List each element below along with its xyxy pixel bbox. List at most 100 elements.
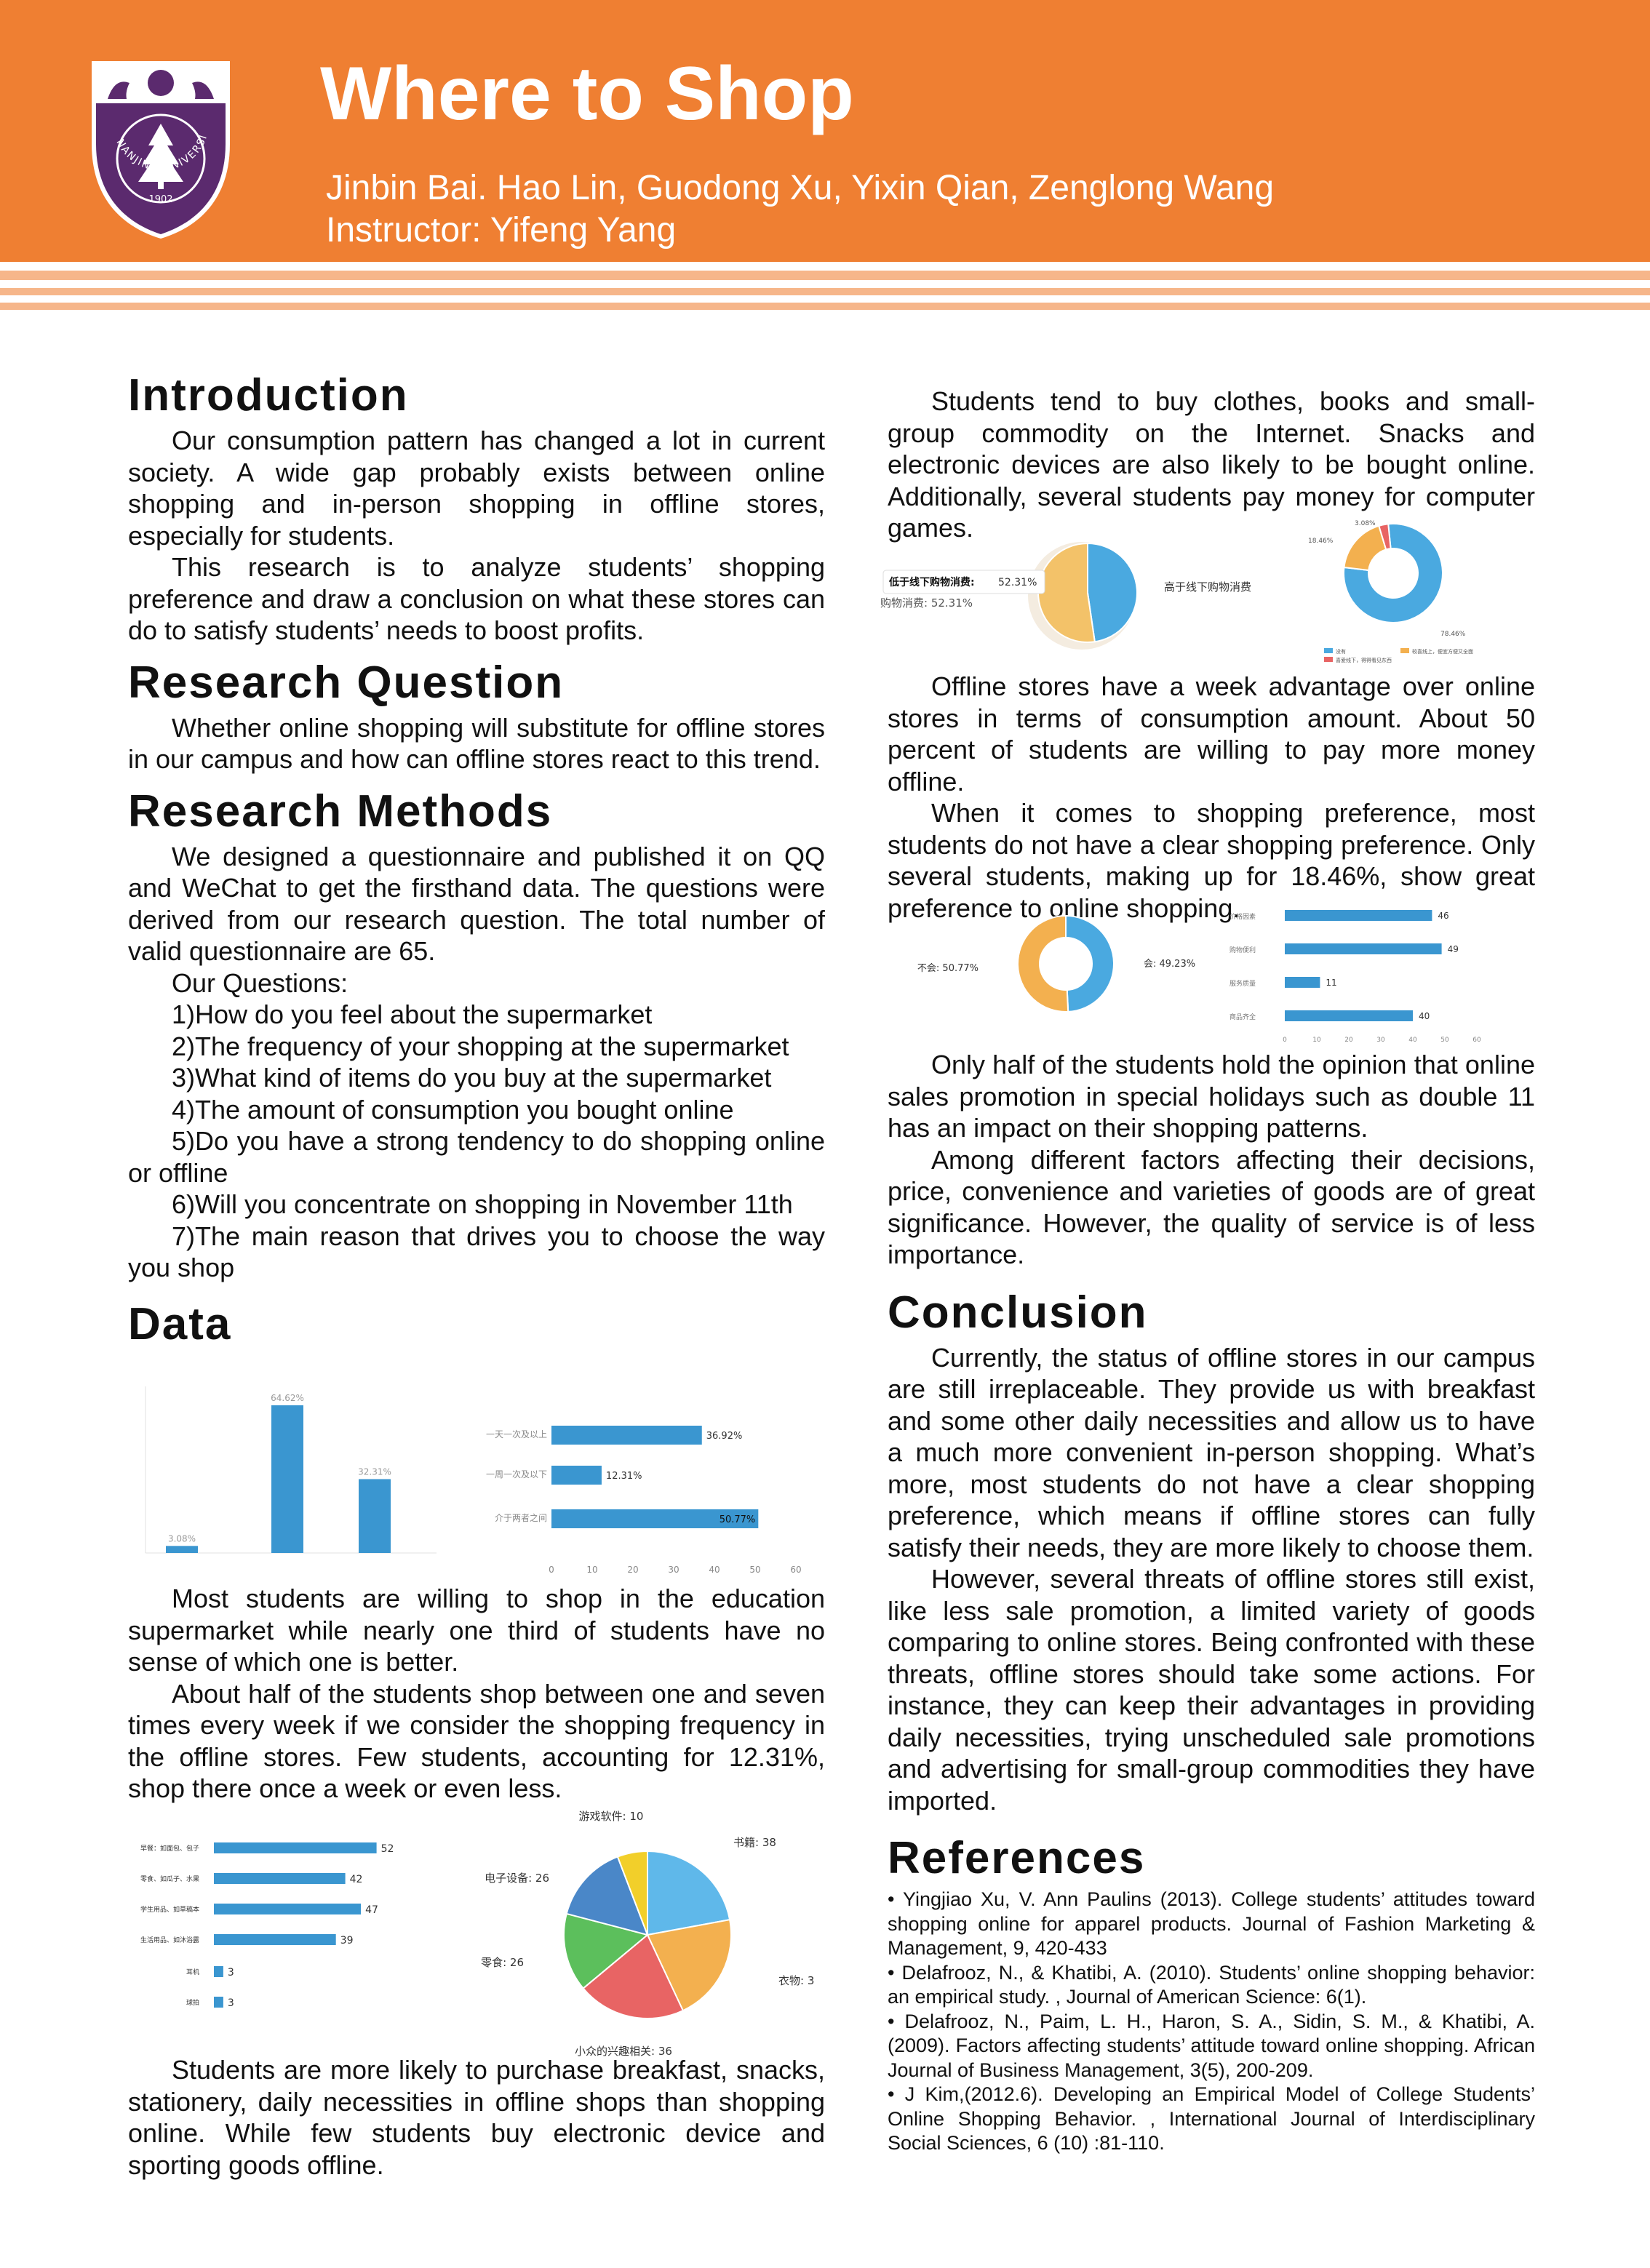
tooltip-box — [882, 570, 1045, 594]
category-label: 一天一次及以上 — [486, 1429, 547, 1440]
bar — [551, 1426, 702, 1445]
bar — [214, 1842, 377, 1853]
pie-value-label: 78.46% — [1440, 631, 1466, 638]
tick-label: 60 — [1472, 1037, 1481, 1044]
pie-label: 不会: 50.77% — [917, 963, 979, 974]
research-methods-heading: Research Methods — [128, 786, 553, 836]
pie-slice — [563, 1912, 650, 1989]
intro-paragraph: Our consumption pattern has changed a lo… — [128, 426, 825, 551]
pie-slice — [1037, 542, 1096, 643]
data-heading: Data — [128, 1298, 232, 1349]
data-paragraph: Students are more likely to purchase bre… — [128, 2055, 825, 2180]
bar-value-label: 3 — [228, 1967, 234, 1978]
frequency-bar-chart: 一天一次及以上 36.92% 一周一次及以下 12.31% 介于两者之间 50.77% 0 1… — [486, 1426, 802, 1575]
bar — [166, 1546, 198, 1553]
category-label: 服务质量 — [1229, 979, 1256, 988]
references-heading: References — [888, 1833, 1146, 1883]
pie-slice — [646, 1918, 732, 2012]
category-label: 零食、如瓜子、水果 — [140, 1874, 199, 1883]
factors-bar-chart: 价格因素 46 购物便利 49 服务质量 11 商品齐全 40 0 10 20 30 40 50 60 — [1229, 910, 1481, 1044]
tick-label: 60 — [790, 1565, 801, 1575]
research-question-paragraph: Whether online shopping will substitute … — [128, 712, 825, 775]
pie-label: 会: 49.23% — [1144, 959, 1195, 970]
tick-label: 10 — [586, 1565, 597, 1575]
category-label: 早餐：如面包、包子 — [140, 1844, 199, 1853]
category-label: 购物便利 — [1229, 946, 1256, 954]
right-paragraph: Students tend to buy clothes, books and … — [888, 386, 1535, 543]
bar-value-label: 64.62% — [271, 1393, 304, 1403]
header-stripe — [0, 273, 1650, 280]
university-logo: 1902 NANJING UNIVERSITY — [86, 57, 230, 239]
bar-value-label: 40 — [1419, 1011, 1430, 1021]
tick-label: 0 — [1283, 1037, 1287, 1044]
data-paragraph: About half of the students shop between … — [128, 1678, 825, 1804]
bar — [214, 1997, 223, 2008]
references-list: • Yingjiao Xu, V. Ann Paulins (2013). Co… — [888, 1888, 1535, 2156]
right-paragraph: Offline stores have a week advantage ove… — [888, 671, 1535, 796]
bar-value-label: 3 — [228, 1997, 234, 2009]
pie-label: 书籍: 38 — [733, 1836, 776, 1849]
left-column-top: Introduction Our consumption pattern has… — [128, 367, 825, 1354]
pie-value-label: 3.08% — [1355, 520, 1376, 527]
pie-slice — [1087, 542, 1138, 643]
bar-value-label: 52 — [381, 1843, 394, 1855]
bar-value-label: 32.31% — [358, 1466, 391, 1477]
bar — [551, 1509, 759, 1528]
pie-label: 购物消费: 52.31% — [880, 596, 973, 610]
category-label: 学生用品、如草稿本 — [140, 1905, 199, 1914]
tick-label: 30 — [668, 1565, 679, 1575]
legend-swatch — [1324, 657, 1333, 662]
bar — [551, 1466, 602, 1485]
legend-swatch — [1324, 648, 1333, 653]
legend-label: 较喜线上，便宜方便又全面 — [1412, 648, 1473, 655]
bar-value-label: 47 — [365, 1904, 378, 1916]
question-item: 6)Will you concentrate on shopping in No… — [172, 1189, 793, 1219]
svg-text:1902: 1902 — [148, 194, 172, 205]
intro-heading: Introduction — [128, 370, 409, 420]
pie-label: 小众的兴趣相关: 36 — [575, 2045, 672, 2058]
pie-slice — [565, 1856, 649, 1936]
category-label: 耳机 — [186, 1968, 199, 1976]
double11-donut-chart: 会: 49.23% 不会: 50.77% — [917, 914, 1195, 1013]
bar — [1285, 910, 1432, 921]
bar — [359, 1479, 391, 1553]
tooltip-value: 52.31% — [998, 577, 1037, 588]
question-item: 3)What kind of items do you buy at the s… — [172, 1063, 772, 1093]
reference-item: • Delafrooz, N., Paim, L. H., Haron, S. … — [888, 2010, 1535, 2081]
right-paragraph: Only half of the students hold the opini… — [888, 1050, 1535, 1143]
pie-value-label: 18.46% — [1308, 538, 1334, 545]
reference-item: • Delafrooz, N., & Khatibi, A. (2010). S… — [888, 1961, 1535, 2008]
pie-slice — [1343, 523, 1443, 623]
tick-label: 50 — [1440, 1037, 1449, 1044]
bar-value-label: 50.77% — [720, 1514, 756, 1525]
research-question-heading: Research Question — [128, 657, 565, 708]
pie-label: 电子设备: 26 — [485, 1872, 549, 1885]
pie-slice — [647, 1850, 731, 1936]
category-label: 球拍 — [186, 1998, 199, 2007]
pie-label: 衣物: 36 — [778, 1974, 815, 1987]
bar-value-label: 42 — [350, 1874, 363, 1885]
header-stripe — [0, 303, 1650, 310]
question-item: 5)Do you have a strong tendency to do sh… — [128, 1126, 825, 1188]
bar-value-label: 36.92% — [706, 1431, 743, 1442]
data-text-2: Students are more likely to purchase bre… — [128, 2054, 825, 2181]
tick-label: 30 — [1376, 1037, 1385, 1044]
question-item: 2)The frequency of your shopping at the … — [172, 1031, 789, 1061]
header-stripe — [0, 288, 1650, 295]
pie-slice — [1065, 914, 1115, 1013]
tick-label: 20 — [627, 1565, 638, 1575]
bar — [271, 1405, 303, 1553]
bar-value-label: 39 — [340, 1935, 354, 1946]
bar — [1285, 1010, 1413, 1021]
legend-label: 没有 — [1336, 648, 1346, 655]
authors-block: Jinbin Bai. Hao Lin, Guodong Xu, Yixin Q… — [326, 167, 1274, 252]
bar — [214, 1904, 362, 1914]
data-paragraph: Most students are willing to shop in the… — [128, 1584, 825, 1677]
bar-value-label: 12.31% — [606, 1471, 642, 1482]
legend-swatch — [1400, 648, 1409, 653]
bar-value-label: 3.08% — [168, 1533, 196, 1544]
category-label: 介于两者之间 — [495, 1513, 547, 1523]
question-item: 7)The main reason that drives you to cho… — [128, 1221, 825, 1283]
bar — [214, 1966, 223, 1977]
pie-slice — [616, 1850, 648, 1936]
